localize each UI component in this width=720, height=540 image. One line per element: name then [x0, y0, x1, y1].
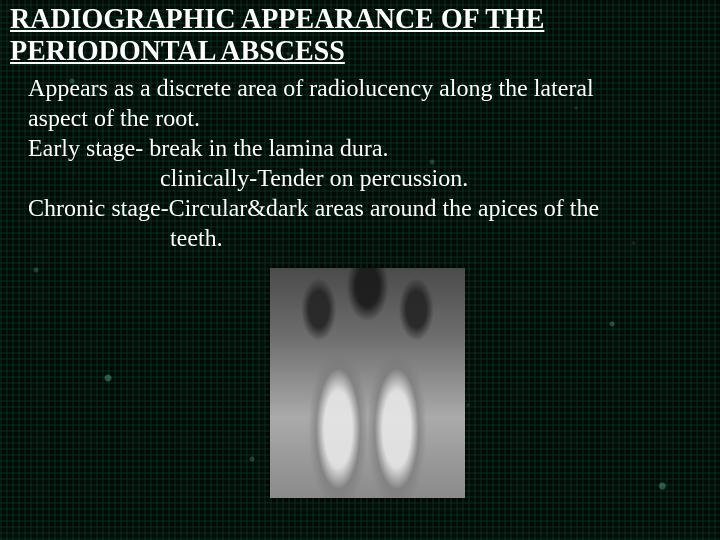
body-line: Appears as a discrete area of radiolucen…: [10, 74, 710, 104]
body-line: Early stage- break in the lamina dura.: [10, 134, 710, 164]
slide-title: RADIOGRAPHIC APPEARANCE OF THE PERIODONT…: [10, 4, 710, 68]
radiograph-placeholder: [270, 268, 465, 498]
radiograph-image: [270, 268, 465, 498]
body-line: clinically-Tender on percussion.: [10, 164, 710, 194]
slide: RADIOGRAPHIC APPEARANCE OF THE PERIODONT…: [0, 0, 720, 264]
body-line: Chronic stage-Circular&dark areas around…: [10, 194, 710, 224]
body-line: teeth.: [10, 224, 710, 254]
body-line: aspect of the root.: [10, 104, 710, 134]
slide-body: Appears as a discrete area of radiolucen…: [10, 74, 710, 254]
